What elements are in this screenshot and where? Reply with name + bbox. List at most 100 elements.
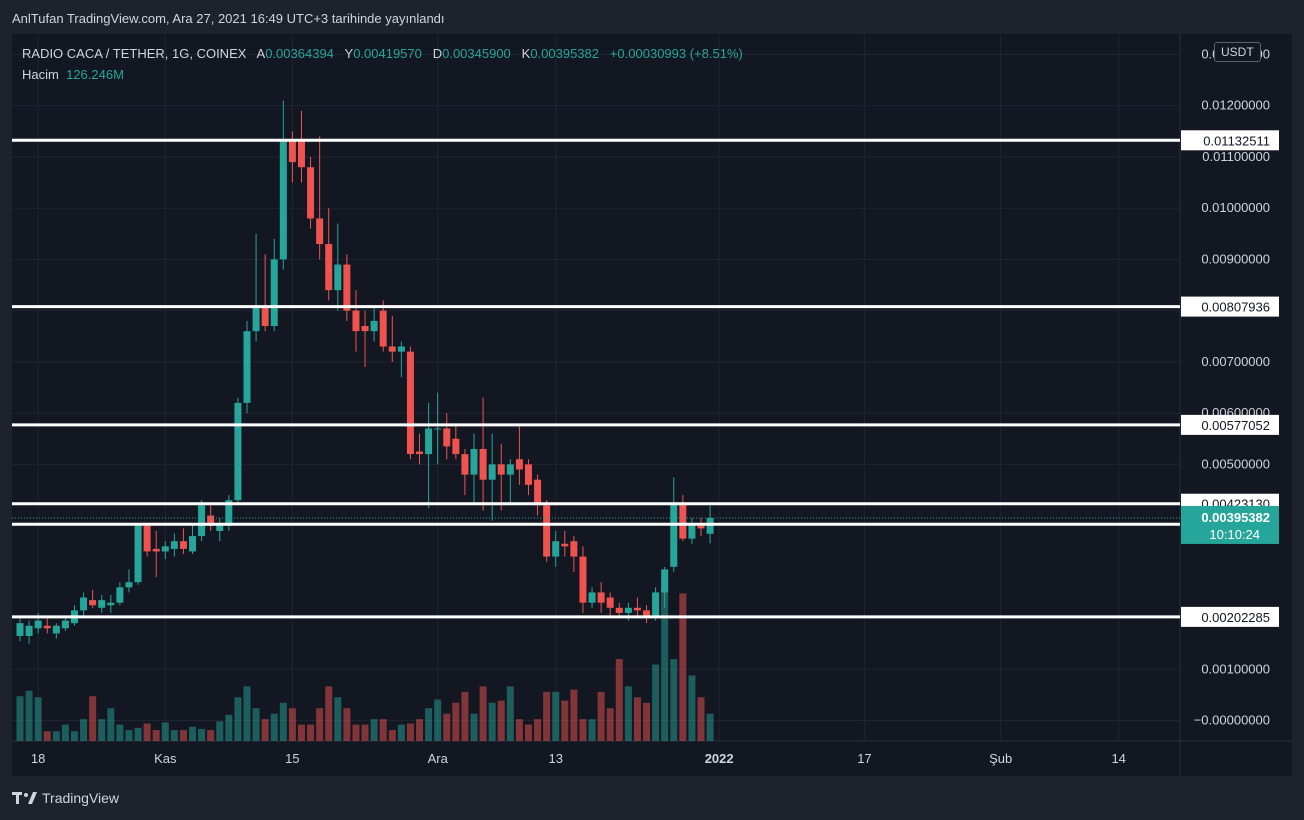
volume-label: Hacim (22, 67, 59, 82)
volume-bar (606, 708, 614, 741)
candle-body (225, 500, 233, 526)
volume-bar (198, 728, 206, 741)
volume-bar (316, 708, 324, 741)
close-label: K (521, 46, 531, 61)
candle-body (452, 438, 460, 455)
tradingview-logo-icon (12, 792, 37, 804)
low-value: 0.00345900 (442, 46, 511, 61)
volume-bar (16, 696, 24, 741)
x-tick-label: 13 (548, 751, 562, 766)
candle-body (143, 525, 151, 552)
candle-body (43, 625, 51, 629)
volume-bar (89, 696, 97, 741)
candle-body (316, 218, 324, 245)
volume-bar (98, 719, 106, 741)
volume-bar (134, 727, 142, 741)
currency-button[interactable]: USDT (1214, 42, 1261, 62)
volume-bar (506, 686, 514, 741)
candle-body (116, 587, 124, 603)
candle-body (706, 517, 714, 534)
candle-body (279, 141, 287, 260)
candle-body (443, 428, 451, 447)
volume-bar (189, 726, 197, 741)
candle-body (697, 525, 705, 529)
x-tick-label: 17 (857, 751, 871, 766)
volume-bar (25, 690, 33, 741)
volume-bar (179, 730, 187, 741)
candle-body (543, 505, 551, 557)
volume-bar (143, 723, 151, 741)
close-value: 0.00395382 (530, 46, 599, 61)
volume-bar (552, 691, 560, 741)
volume-bar (43, 731, 51, 741)
candle-body (579, 556, 587, 603)
volume-bar (434, 699, 442, 741)
volume-bar (152, 730, 160, 741)
volume-bar (679, 593, 687, 741)
candle-body (361, 326, 369, 332)
candle-body (688, 523, 696, 539)
symbol-name: RADIO CACA / TETHER, 1G, COINEX (22, 46, 247, 61)
candle-body (597, 592, 605, 603)
volume-bar (497, 700, 505, 741)
candle-body (561, 543, 569, 547)
candle-body (488, 464, 496, 480)
volume-bar (561, 700, 569, 741)
volume-bar (670, 659, 678, 741)
volume-bar (161, 722, 169, 741)
volume-bar (579, 719, 587, 741)
candle-body (261, 305, 269, 327)
candle-body (461, 454, 469, 475)
candle-body (497, 464, 505, 475)
y-tick-label: 0.00100000 (1201, 661, 1270, 676)
volume-bar (307, 724, 315, 741)
x-tick-label: Şub (989, 751, 1012, 766)
volume-bar (624, 686, 632, 741)
candle-body (198, 505, 206, 537)
volume-bar (70, 731, 78, 741)
volume-bar (270, 713, 278, 741)
volume-bar (52, 731, 60, 741)
candle-body (307, 167, 315, 219)
volume-bar (170, 730, 178, 741)
candle-body (189, 536, 197, 552)
volume-legend: Hacim 126.246M (22, 67, 124, 82)
candle-body (170, 541, 178, 549)
candle-body (506, 464, 514, 475)
countdown-label: 10:10:24 (1209, 527, 1260, 542)
low-label: D (432, 46, 443, 61)
candle-body (325, 244, 333, 291)
candle-body (624, 607, 632, 613)
volume-bar (379, 719, 387, 741)
open-value: 0.00364394 (265, 46, 334, 61)
x-tick-label: 14 (1111, 751, 1125, 766)
y-tick-label: 0.00500000 (1201, 456, 1270, 471)
candle-body (416, 451, 424, 455)
volume-bar (524, 724, 532, 741)
volume-bar (361, 724, 369, 741)
candle-body (179, 541, 187, 549)
chart-area[interactable] (12, 34, 1292, 776)
footer-brand[interactable]: TradingView (12, 790, 119, 806)
volume-bar (461, 691, 469, 741)
candle-body (434, 428, 442, 430)
volume-bar (406, 723, 414, 741)
volume-value: 126.246M (66, 67, 124, 82)
candle-body (552, 541, 560, 557)
candle-body (234, 402, 242, 501)
y-tick-label: 0.01100000 (1202, 149, 1270, 164)
change-value: +0.00030993 (+8.51%) (609, 46, 743, 61)
candle-body (633, 607, 641, 611)
x-tick-label: Kas (154, 751, 177, 766)
volume-bar (225, 714, 233, 741)
candle-body (470, 448, 478, 475)
volume-bar (107, 708, 115, 741)
candle-body (425, 428, 433, 455)
volume-bar (61, 724, 69, 741)
volume-bar (216, 721, 224, 741)
candle-body (207, 515, 215, 526)
candle-body (615, 607, 623, 613)
candle-body (252, 305, 260, 332)
volume-bar (388, 730, 396, 741)
